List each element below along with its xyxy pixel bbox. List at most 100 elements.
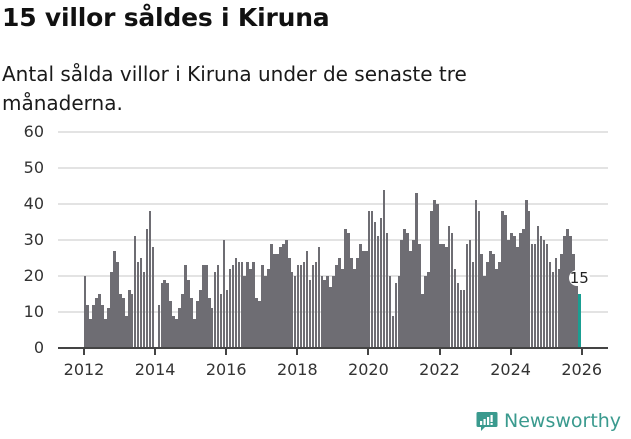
bar xyxy=(323,279,327,348)
bar xyxy=(231,265,235,348)
bar xyxy=(462,290,466,348)
bar xyxy=(373,222,377,348)
bar xyxy=(524,200,528,348)
bar xyxy=(516,247,519,348)
bar xyxy=(136,261,140,348)
bar xyxy=(388,276,392,348)
x-tick xyxy=(296,348,299,355)
bar xyxy=(296,265,300,348)
bar xyxy=(279,247,282,348)
x-tick-label: 2022 xyxy=(419,360,460,379)
bar xyxy=(427,272,430,348)
bar xyxy=(566,229,569,348)
bar xyxy=(376,236,380,348)
bar xyxy=(504,214,507,348)
bar xyxy=(356,258,359,348)
x-tick xyxy=(225,348,228,355)
chart-title: 15 villor såldes i Kiruna xyxy=(2,3,330,32)
bar xyxy=(557,268,561,348)
y-tick-label: 50 xyxy=(23,158,44,177)
bar xyxy=(281,243,285,348)
bar xyxy=(184,265,187,348)
bar xyxy=(447,225,451,348)
bar xyxy=(439,243,442,348)
bar xyxy=(551,272,555,348)
bar xyxy=(89,319,93,348)
bar xyxy=(459,290,463,348)
bar xyxy=(409,250,412,348)
bar xyxy=(193,319,196,348)
x-tick-label: 2026 xyxy=(561,360,603,379)
bar xyxy=(560,254,564,348)
bar xyxy=(353,268,356,348)
bar xyxy=(492,254,495,348)
x-tick xyxy=(367,348,370,355)
y-tick-label: 60 xyxy=(23,122,44,141)
bar xyxy=(347,232,350,348)
bar xyxy=(127,290,131,348)
bar xyxy=(468,240,472,348)
bar xyxy=(98,294,101,348)
y-tick-label: 20 xyxy=(23,266,44,285)
bar xyxy=(436,204,439,348)
bar xyxy=(113,250,116,348)
x-tick-label: 2012 xyxy=(63,360,105,379)
bar xyxy=(240,261,244,348)
bar xyxy=(234,258,238,348)
bar xyxy=(326,276,330,348)
bar xyxy=(527,211,531,348)
bar xyxy=(498,261,501,348)
bar xyxy=(489,250,492,348)
bar xyxy=(249,268,252,348)
bar xyxy=(320,276,324,348)
bar xyxy=(338,258,341,348)
x-tick xyxy=(83,348,85,355)
bar xyxy=(539,236,543,348)
bar xyxy=(219,294,223,348)
bar xyxy=(542,240,546,348)
newsworthy-chart-bubble-icon xyxy=(476,411,498,431)
bar xyxy=(444,247,448,348)
bar xyxy=(421,294,424,348)
bar xyxy=(305,250,309,348)
bar xyxy=(290,272,294,348)
bar xyxy=(299,265,303,348)
bar xyxy=(495,268,498,348)
bar xyxy=(222,240,226,348)
chart-subtitle: Antal sålda villor i Kiruna under de sen… xyxy=(2,62,467,115)
y-tick-label: 0 xyxy=(33,338,44,357)
bar xyxy=(139,258,143,348)
bar xyxy=(264,276,267,348)
gridline xyxy=(58,131,608,133)
bar xyxy=(344,229,347,348)
bar xyxy=(572,254,575,348)
bar xyxy=(202,265,205,348)
x-tick-label: 2020 xyxy=(348,360,389,379)
x-tick-label: 2018 xyxy=(276,360,318,379)
bar xyxy=(474,200,478,348)
bar xyxy=(101,304,104,348)
value-annotation: 15 xyxy=(568,269,590,287)
bar xyxy=(510,232,513,348)
newsworthy-logo: Newsworthy xyxy=(476,410,621,432)
x-tick xyxy=(154,348,157,355)
bar xyxy=(317,247,321,348)
bar xyxy=(569,236,572,348)
bar xyxy=(261,265,264,348)
bar xyxy=(210,308,214,348)
x-tick xyxy=(509,348,512,355)
bar xyxy=(196,301,199,348)
bar xyxy=(332,276,335,348)
y-tick-label: 10 xyxy=(23,302,44,321)
bar xyxy=(533,243,537,348)
bar xyxy=(151,247,155,348)
bar xyxy=(385,232,389,348)
bar xyxy=(477,211,481,348)
bar xyxy=(367,211,371,348)
bar xyxy=(104,319,107,348)
bar xyxy=(122,297,125,348)
x-tick xyxy=(438,348,441,355)
x-tick-label: 2024 xyxy=(490,360,531,379)
bar xyxy=(456,283,460,348)
bar xyxy=(142,272,146,348)
